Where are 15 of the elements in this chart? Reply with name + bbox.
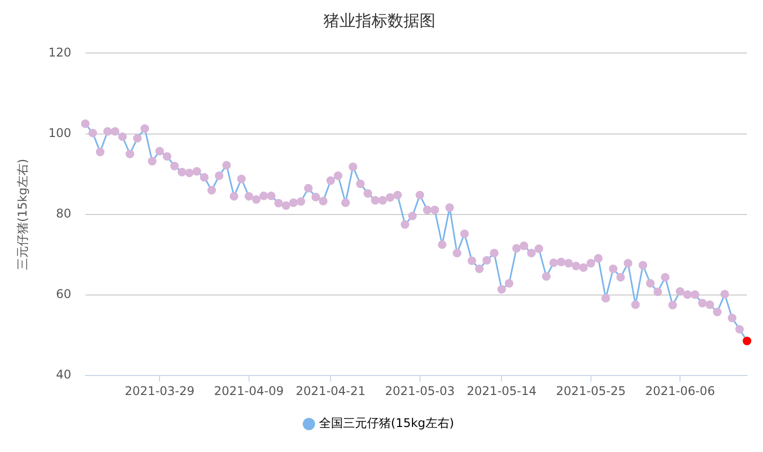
x-tick-label: 2021-05-14: [466, 384, 537, 398]
y-tick-label: 100: [48, 126, 72, 140]
x-tick-label: 2021-05-03: [384, 384, 455, 398]
chart-title: 猪业指标数据图: [324, 10, 436, 30]
y-tick-label: 60: [56, 287, 72, 302]
x-tick-label: 2021-05-25: [556, 384, 626, 398]
x-tick-label: 2021-06-06: [645, 384, 715, 398]
legend-label: 全国三元仔猪(15kg左右): [318, 416, 454, 430]
x-tick-label: 2021-04-09: [214, 384, 284, 398]
y-axis-title: 三元仔猪(15kg左右): [15, 158, 30, 270]
x-tick-label: 2021-04-21: [296, 384, 366, 398]
y-tick-label: 40: [56, 368, 72, 382]
x-tick-label: 2021-03-29: [124, 384, 195, 398]
y-tick-label: 80: [56, 206, 72, 221]
y-tick-label: 120: [48, 45, 72, 60]
